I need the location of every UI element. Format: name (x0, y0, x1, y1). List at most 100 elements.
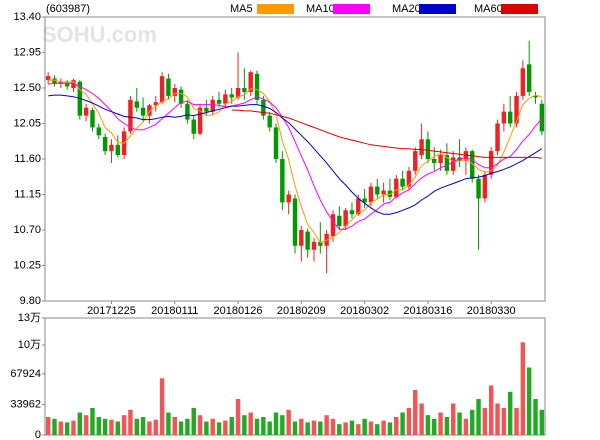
candle-body (482, 174, 488, 199)
volume-bar (311, 420, 317, 435)
candle-body (438, 155, 443, 163)
candle-body (394, 178, 399, 197)
volume-bar (299, 418, 304, 435)
volume-bar (375, 424, 380, 435)
volume-bar (394, 417, 399, 435)
volume-bar (235, 399, 241, 435)
volume-bar (52, 418, 57, 435)
candle-body (166, 78, 171, 96)
volume-bar (254, 418, 260, 435)
volume-bar (444, 417, 450, 435)
volume-bar (413, 390, 418, 435)
volume-bar (318, 421, 323, 435)
candle-body (242, 88, 247, 92)
candle-body (501, 111, 507, 124)
x-tick-label: 20171225 (87, 305, 136, 317)
candle-body (191, 119, 196, 134)
legend-swatch (333, 4, 370, 14)
candle-body (318, 241, 323, 246)
volume-bar (356, 424, 361, 435)
x-tick-label: 20180126 (214, 305, 263, 317)
candle-body (204, 107, 209, 112)
volume-bar (451, 403, 456, 435)
volume-bar (166, 412, 171, 435)
candle-body (254, 73, 260, 100)
candle-body (362, 198, 367, 203)
y-tick-label: 33962 (10, 398, 41, 410)
volume-bar (242, 415, 247, 435)
x-tick-label: 20180209 (277, 305, 326, 317)
volume-bar (172, 417, 177, 435)
volume-bar (45, 417, 51, 435)
candle-body (90, 110, 95, 128)
volume-bar (223, 420, 228, 435)
y-tick-label: 13.40 (13, 11, 41, 23)
candle-body (248, 72, 253, 92)
candle-body (267, 115, 272, 128)
volume-bar (248, 412, 253, 435)
volume-bar (419, 403, 424, 435)
volume-bar (280, 415, 285, 435)
volume-bar (343, 422, 348, 435)
candle-body (229, 94, 234, 98)
candle-body (140, 107, 146, 116)
volume-bar (83, 415, 89, 435)
candle-body (470, 151, 475, 179)
candle-body (539, 103, 545, 132)
candle-body (280, 159, 285, 203)
candle-body (356, 198, 361, 215)
legend-swatch (501, 4, 538, 14)
candle-body (185, 103, 190, 120)
y-tick-label: 13万 (18, 312, 41, 324)
candle-body (349, 210, 355, 215)
candle-body (292, 198, 298, 246)
x-tick-label: 20180111 (151, 305, 198, 317)
volume-bar (140, 417, 146, 435)
candle-body (451, 157, 456, 171)
y-tick-label: 12.05 (13, 117, 41, 129)
candle-body (128, 99, 133, 132)
candle-body (223, 94, 228, 104)
volume-bar (273, 412, 279, 435)
candle-body (488, 151, 494, 175)
volume-bar (197, 415, 203, 435)
volume-bar (463, 418, 469, 435)
candle-body (406, 170, 412, 187)
ma-line (48, 94, 543, 215)
y-tick-label: 9.80 (20, 295, 41, 307)
candle-body (463, 151, 469, 161)
volume-bar (115, 421, 120, 435)
candle-body (52, 78, 57, 85)
volume-bar (96, 417, 102, 435)
candle-body (311, 241, 317, 250)
volume-bar (324, 415, 329, 435)
volume-bar (121, 415, 127, 435)
volume-bar (520, 342, 526, 435)
candle-body (337, 215, 342, 227)
candle-body (102, 136, 108, 152)
candle-body (343, 210, 348, 227)
candle-body (71, 80, 76, 88)
volume-bar (406, 408, 412, 435)
candle-body (178, 89, 184, 104)
candle-body (444, 155, 450, 171)
y-tick-label: 0 (35, 429, 41, 440)
legend-label: MA20 (392, 3, 421, 15)
volume-bar (58, 421, 64, 435)
candle-body (375, 186, 380, 195)
candle-body (387, 190, 393, 197)
candle-body (45, 76, 51, 81)
volume-bar (185, 418, 190, 435)
ma-line (48, 82, 543, 230)
volume-bar (64, 422, 70, 435)
y-tick-label: 10.25 (13, 259, 41, 271)
volume-bar (261, 417, 266, 435)
volume-bar (526, 367, 532, 435)
volume-bar (229, 417, 234, 435)
candle-body (507, 111, 513, 124)
candle-body (83, 107, 89, 116)
candle-body (261, 99, 266, 116)
volume-bar (204, 421, 209, 435)
y-tick-label: 12.95 (13, 46, 41, 58)
candle-body (526, 64, 532, 92)
